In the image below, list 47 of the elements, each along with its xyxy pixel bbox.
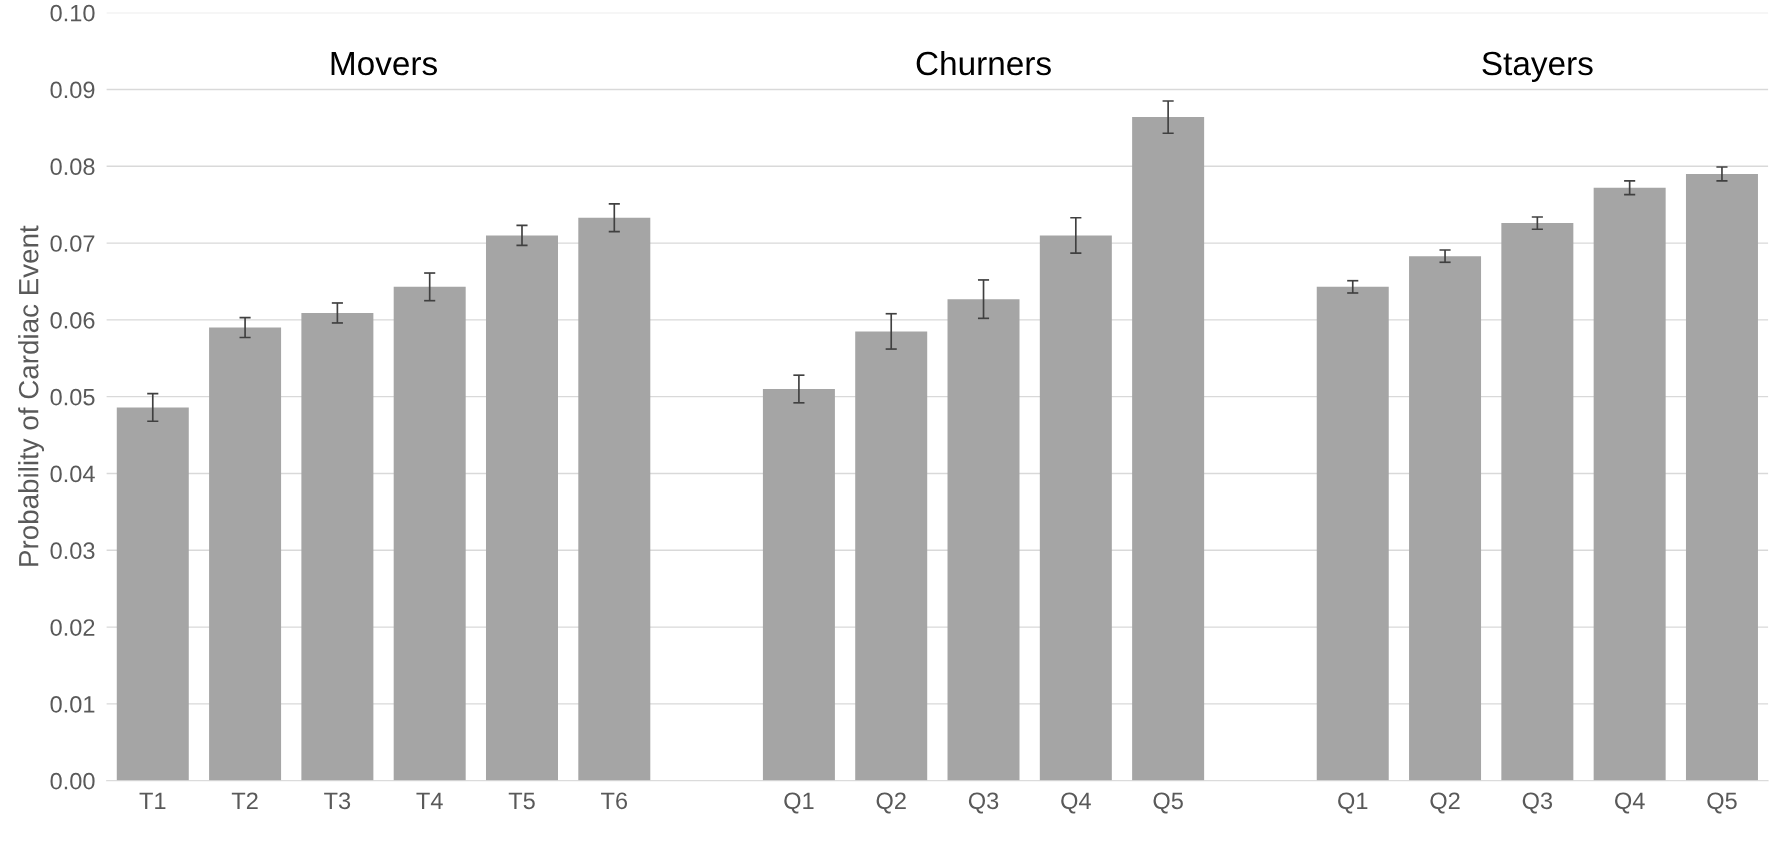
bar: [1316, 286, 1389, 781]
bar: [1039, 235, 1112, 781]
bar: [1409, 256, 1482, 781]
bar: [947, 299, 1020, 781]
annotation: Stayers: [1482, 51, 1593, 82]
y-tick-label: 0.09: [50, 81, 95, 99]
bar: [855, 331, 928, 781]
x-tick-label: Q5: [1707, 792, 1737, 814]
x-tick-label: T5: [508, 792, 535, 810]
bar: [762, 389, 835, 781]
bar: [1132, 117, 1205, 781]
y-tick-label: 0.07: [50, 235, 95, 252]
x-tick-label: Q4: [1061, 792, 1091, 814]
y-tick-label: 0.08: [50, 158, 95, 176]
x-tick-label: Q5: [1153, 792, 1183, 814]
x-tick-label: Q2: [876, 792, 906, 814]
x-tick-label: Q1: [784, 792, 814, 814]
x-tick-label: Q2: [1430, 792, 1460, 814]
y-tick-label: 0.03: [50, 542, 95, 560]
bar: [1685, 173, 1758, 781]
bar: [1593, 187, 1666, 781]
x-tick-label: Q3: [968, 792, 999, 814]
x-tick-label: T2: [231, 792, 258, 809]
bar: [578, 217, 651, 781]
y-tick-label: 0.04: [50, 465, 95, 483]
bar: [209, 327, 282, 781]
y-tick-label: 0.02: [50, 619, 95, 636]
bar: [393, 286, 466, 781]
annotation: Movers: [331, 52, 437, 76]
x-tick-label: T6: [601, 792, 628, 810]
y-tick-label: 0.00: [50, 772, 95, 790]
y-tick-label: 0.01: [50, 695, 95, 713]
bar: [301, 312, 374, 781]
bar: [1501, 223, 1574, 781]
x-tick-label: Q4: [1615, 792, 1645, 814]
annotation: Churners: [916, 50, 1051, 76]
bar: [485, 235, 558, 781]
y-tick-label: 0.10: [50, 4, 95, 22]
x-tick-label: T1: [139, 792, 166, 809]
x-tick-label: Q1: [1338, 792, 1368, 814]
x-tick-label: T3: [324, 792, 351, 810]
bar: [116, 407, 189, 781]
y-axis-title: Probability of Cardiac Event: [18, 225, 44, 566]
x-tick-label: T4: [416, 792, 443, 809]
y-tick-label: 0.05: [50, 388, 95, 406]
y-tick-label: 0.06: [50, 311, 95, 329]
x-tick-label: Q3: [1522, 792, 1553, 814]
